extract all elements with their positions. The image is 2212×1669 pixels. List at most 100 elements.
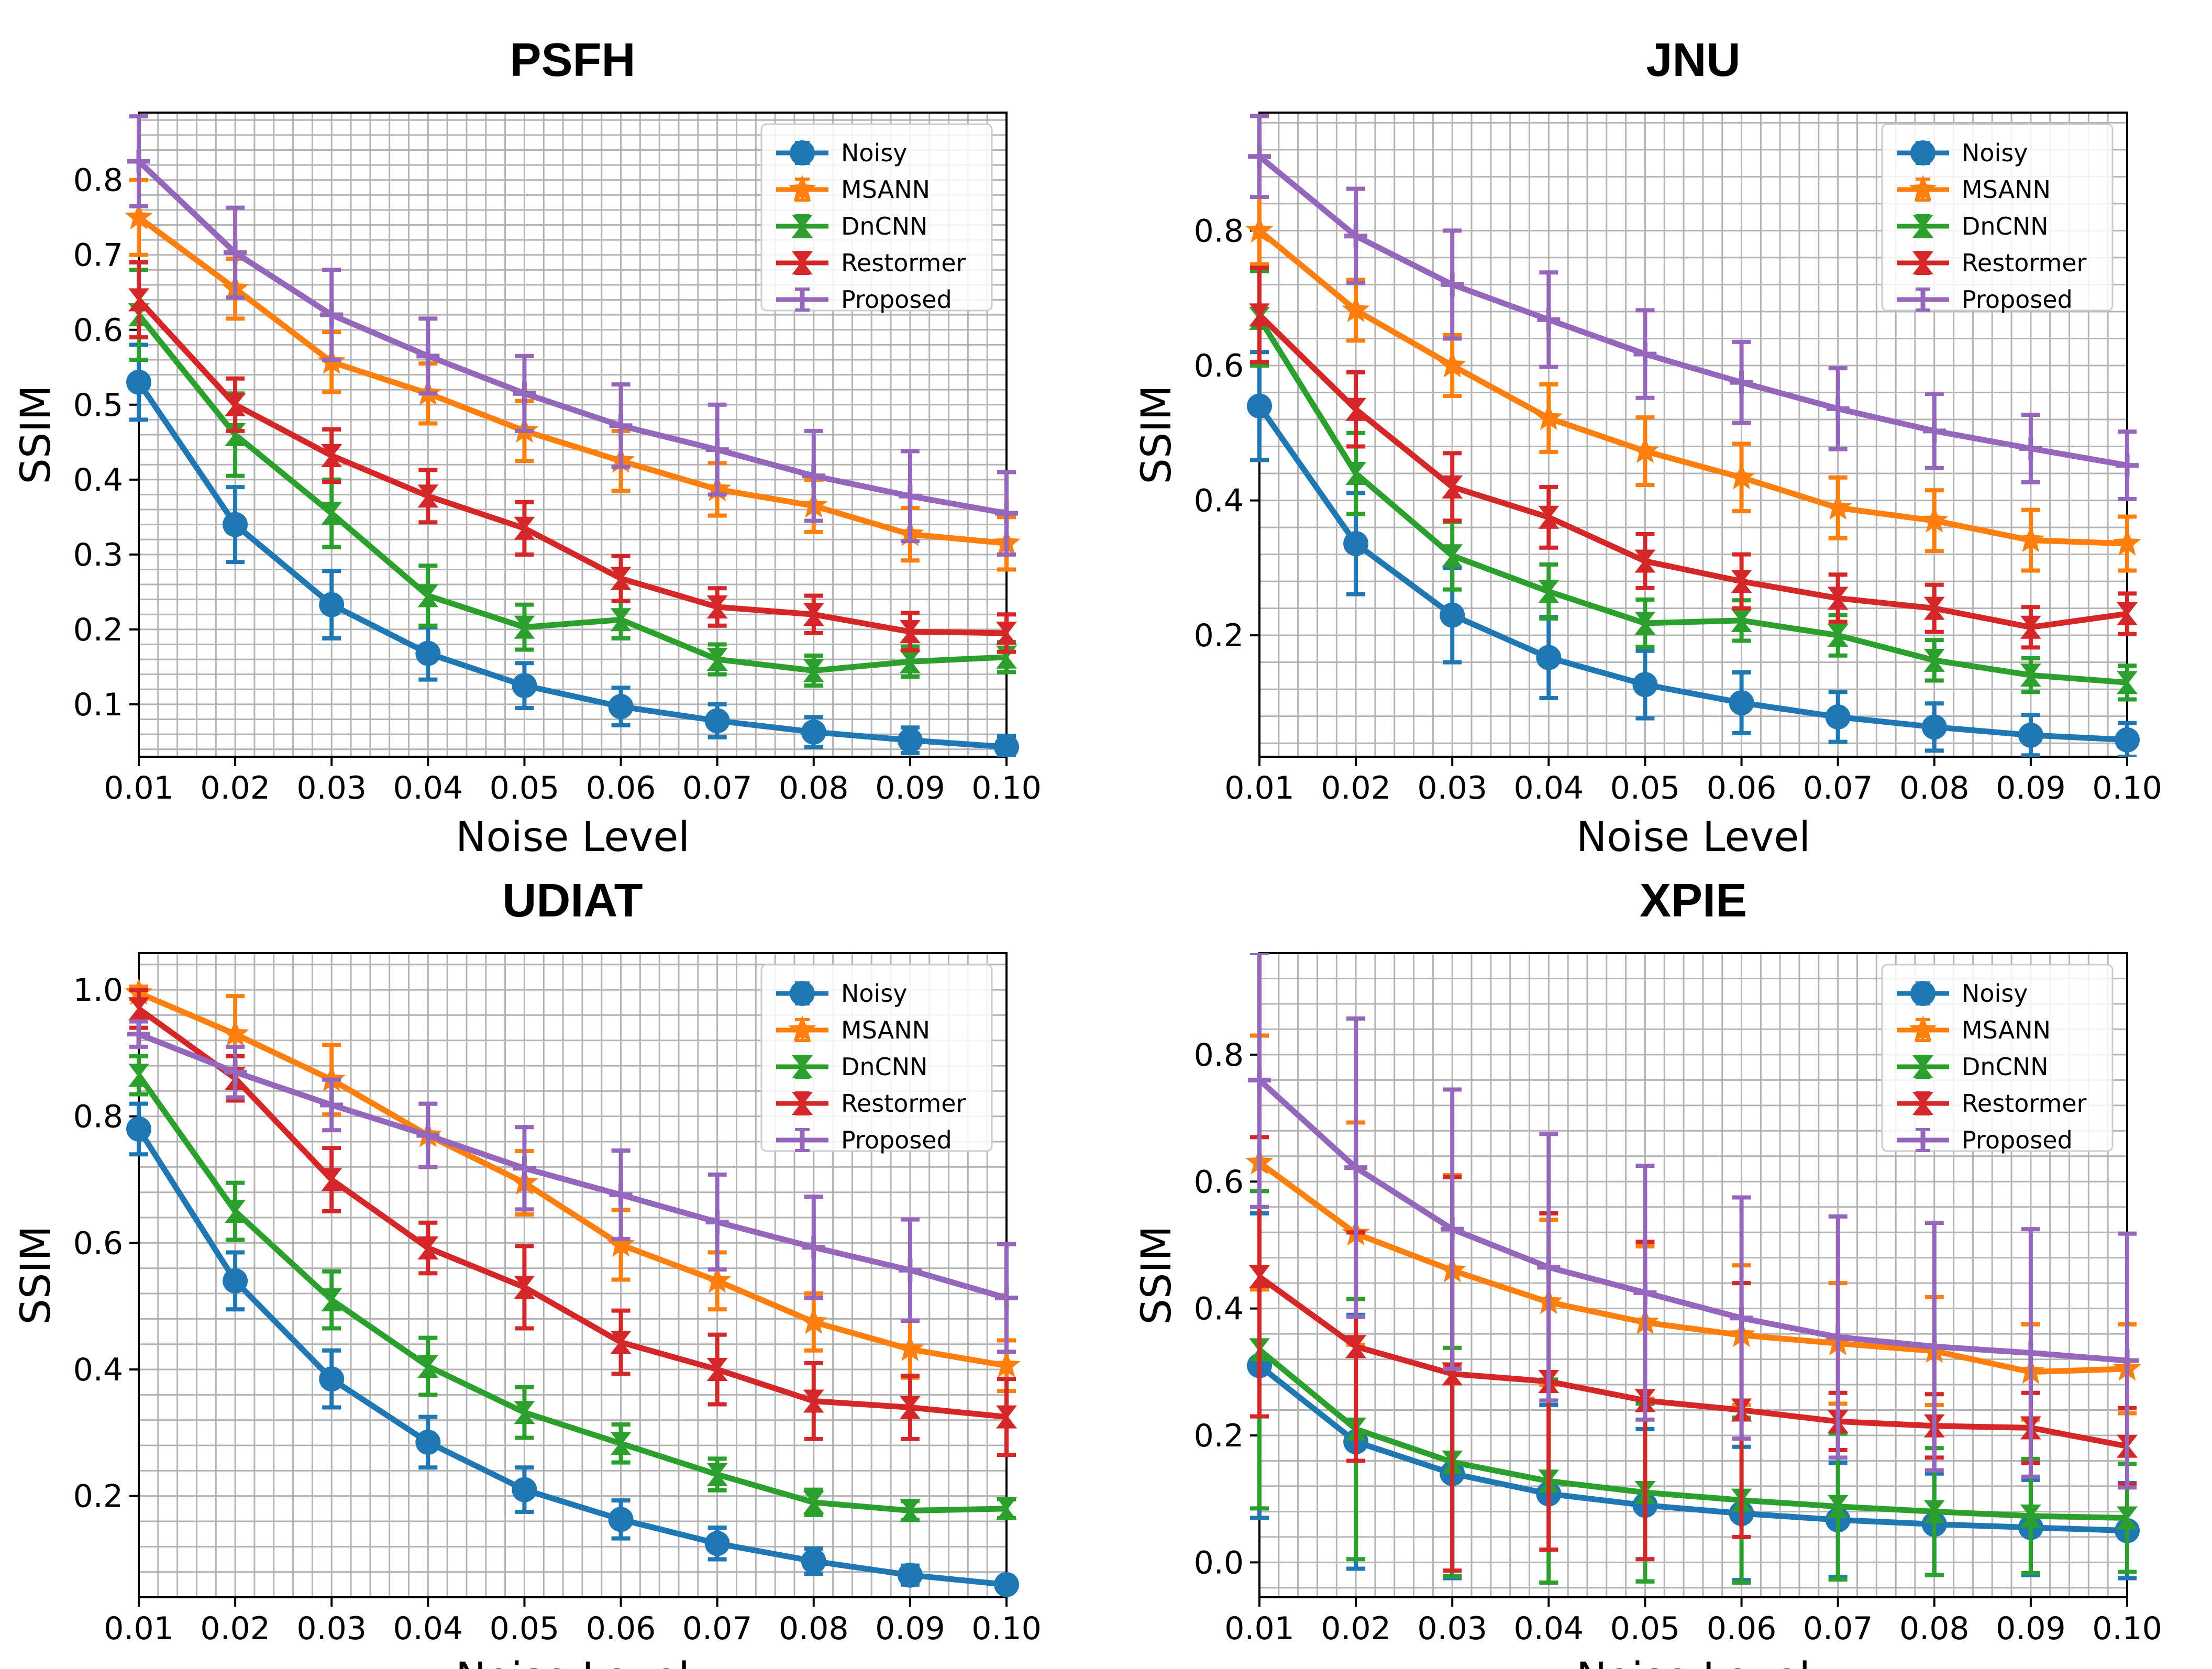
chart-title: JNU [1646,34,1740,86]
legend-marker [1912,1092,1933,1115]
x-tick-label: 0.02 [1321,770,1391,806]
data-point [417,1236,439,1260]
data-point [1731,570,1752,593]
data-point [803,603,824,626]
y-tick-label: 0.7 [73,237,123,274]
series-line [1257,1274,2128,1450]
legend-marker [1912,215,1933,238]
legend-label: MSANN [841,175,930,204]
data-point [801,1549,826,1574]
series-proposed [127,114,1018,557]
series-line [137,1031,1008,1301]
chart-title: PSFH [510,34,635,86]
legend-marker [1911,288,1934,311]
series-line [136,1074,1007,1513]
data-point [221,1019,249,1046]
data-point [898,1258,922,1282]
legend-label: Noisy [1962,979,2028,1008]
x-tick-label: 0.07 [682,1610,753,1647]
y-tick-label: 0.4 [73,462,123,499]
data-point [606,1230,635,1257]
legend-item-msann: MSANN [1897,175,2051,204]
legend-marker [788,175,816,202]
y-tick-label: 0.8 [1194,213,1244,249]
y-tick-label: 0.5 [73,387,123,424]
data-point [899,620,921,644]
legend-marker [790,140,815,165]
data-point [1344,224,1368,248]
data-point [2115,727,2140,753]
data-point [513,382,536,405]
chart-panel-xpie: XPIE 0.01 0.02 0.03 0.04 0.05 0.06 0.07 0.08 0.09… [1133,875,2162,1669]
data-point [706,1358,728,1381]
series-msann [1245,194,2141,573]
data-point [1827,1495,1849,1518]
data-point [2116,1349,2139,1372]
data-point [995,1286,1018,1310]
series-line [1257,313,2128,631]
data-point [514,1401,535,1424]
data-point [1923,596,1945,620]
series-restormer [128,988,1017,1457]
data-point [996,1405,1017,1429]
legend-item-proposed: Proposed [1897,1126,2073,1154]
data-point [609,414,633,437]
legend: Noisy MSANN DnCNN Restormer Proposed [760,964,993,1154]
legend-label: Restormer [841,249,966,277]
legend-marker [791,288,814,311]
legend-item-noisy: Noisy [1897,139,2028,167]
series-line [137,1006,1007,1420]
data-point [608,1507,634,1532]
data-point [1344,1156,1368,1179]
data-point [703,1266,732,1293]
legend-item-noisy: Noisy [1897,979,2028,1008]
data-point [704,1531,730,1556]
data-point [610,1432,632,1455]
legend-label: MSANN [841,1016,930,1044]
legend-marker [1910,981,1936,1006]
legend-marker [790,981,815,1006]
x-tick-label: 0.04 [1514,1610,1584,1647]
x-tick-label: 0.03 [1417,1610,1487,1647]
data-point [706,595,728,618]
legend: Noisy MSANN DnCNN Restormer Proposed [1881,123,2114,314]
legend-item-restormer: Restormer [776,1089,966,1118]
series-proposed [1248,953,2139,1490]
data-point [994,734,1019,757]
data-point [609,1183,633,1207]
x-tick-label: 0.03 [296,770,367,806]
data-point [319,592,345,617]
data-point [416,344,440,368]
legend-label: MSANN [1962,175,2051,204]
x-tick-label: 0.02 [200,1610,270,1647]
data-point [705,1210,729,1234]
y-axis-label: SSIM [13,385,60,484]
data-point [1631,436,1660,463]
data-point [1248,1068,1271,1092]
data-point [996,1497,1017,1520]
legend-label: MSANN [1962,1016,2051,1044]
series-line [1257,404,2128,743]
data-point [127,1022,150,1046]
data-point [897,1562,923,1588]
data-point [512,673,537,699]
chart-panel-psfh: PSFH 0.01 0.02 0.03 0.04 0.05 0.06 0.07 0.08 0.09… [13,34,1042,861]
data-point [1633,1281,1657,1305]
data-point [321,502,342,525]
data-point [1730,1306,1753,1330]
data-point [992,1351,1021,1378]
legend-item-proposed: Proposed [776,1126,952,1154]
data-point [1826,1325,1850,1349]
series-line [137,215,1007,546]
legend-item-noisy: Noisy [776,139,908,167]
legend-marker [792,215,813,238]
data-point [1534,403,1563,430]
x-tick-label: 0.08 [779,1610,849,1647]
legend-item-msann: MSANN [776,1015,930,1044]
x-tick-label: 0.09 [1996,1610,2066,1647]
legend-label: Noisy [1962,139,2028,167]
data-point [897,727,923,753]
legend-marker [792,251,813,274]
data-point [1727,462,1756,490]
y-tick-label: 0.4 [1194,1291,1244,1328]
